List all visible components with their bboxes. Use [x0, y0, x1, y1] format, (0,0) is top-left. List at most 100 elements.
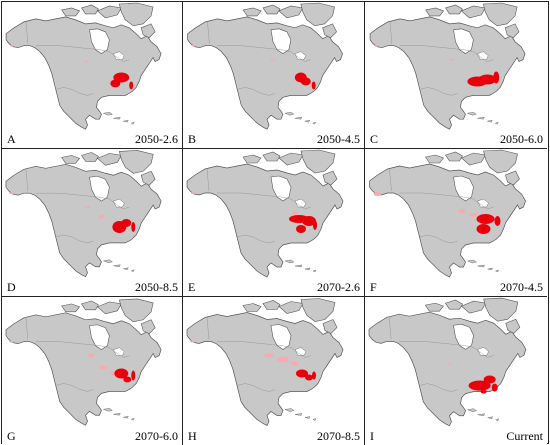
country-border — [237, 87, 276, 96]
arctic-island — [140, 170, 156, 186]
continent-landmass — [5, 312, 162, 426]
panel-letter: A — [7, 132, 16, 146]
caribbean-island — [477, 116, 485, 120]
high-suitability-area — [312, 371, 316, 380]
arctic-island — [118, 298, 154, 323]
north-america-map — [5, 150, 162, 278]
hudson-bay — [453, 28, 474, 55]
caribbean-island — [294, 116, 303, 120]
great-lakes — [477, 51, 489, 60]
country-border — [206, 168, 210, 192]
continent-landmass — [369, 16, 526, 130]
caribbean-island — [123, 119, 129, 123]
continent-landmass — [368, 311, 527, 427]
caribbean-island — [312, 269, 317, 273]
continent-landmass — [369, 163, 526, 278]
country-border — [236, 383, 276, 392]
low-suitability-area — [84, 206, 91, 209]
caribbean-island — [284, 408, 295, 412]
arctic-island — [504, 23, 520, 39]
map-panel-f: F 2070-4.5 — [365, 149, 547, 297]
arctic-island — [482, 2, 518, 27]
country-border — [25, 21, 29, 44]
hudson-bay — [89, 28, 110, 55]
caribbean-island — [130, 417, 135, 421]
low-suitability-area — [292, 211, 298, 215]
low-suitability-area — [264, 353, 274, 358]
high-suitability-area — [491, 383, 498, 392]
arctic-island — [460, 5, 486, 19]
arctic-island — [322, 23, 337, 39]
arctic-island — [278, 5, 304, 19]
high-suitability-area — [483, 375, 496, 384]
arctic-island — [322, 319, 338, 334]
high-suitability-area — [478, 74, 497, 85]
map-panel-e: E 2070-2.6 — [183, 149, 365, 297]
panel-scenario-label: 2050-8.5 — [135, 280, 178, 294]
panel-scenario-label: 2050-2.6 — [135, 132, 178, 146]
high-suitability-area — [110, 79, 121, 88]
panel-letter: H — [188, 429, 197, 443]
hudson-bay — [270, 28, 292, 55]
caribbean-island — [477, 264, 485, 268]
country-border — [399, 341, 494, 358]
caribbean-island — [130, 269, 135, 272]
map-panel-d: D 2050-8.5 — [2, 149, 183, 297]
great-lakes — [113, 198, 125, 208]
arctic-island — [61, 155, 81, 164]
country-border — [35, 341, 130, 358]
caribbean-island — [487, 119, 493, 123]
caribbean-island — [466, 112, 477, 116]
high-suitability-area — [129, 81, 134, 90]
low-suitability-area — [291, 361, 299, 366]
panel-letter: D — [7, 280, 16, 294]
caribbean-island — [304, 416, 311, 419]
arctic-island — [96, 301, 122, 315]
country-border — [55, 87, 94, 96]
arctic-island — [445, 151, 463, 162]
high-suitability-area — [300, 77, 311, 86]
continent-landmass — [186, 312, 344, 426]
continent-landmass — [5, 163, 162, 278]
arctic-island — [262, 151, 281, 162]
low-suitability-area — [447, 362, 452, 365]
country-border — [419, 383, 458, 392]
country-border — [55, 234, 94, 244]
arctic-island — [483, 149, 518, 174]
caribbean-island — [487, 416, 494, 419]
caribbean-island — [466, 259, 477, 264]
low-suitability-area — [191, 192, 195, 194]
caribbean-island — [312, 121, 317, 125]
country-border — [25, 169, 29, 192]
country-border — [399, 192, 494, 210]
country-border — [389, 21, 393, 44]
high-suitability-area — [494, 216, 501, 226]
caribbean-island — [123, 267, 129, 270]
high-suitability-area — [296, 225, 306, 233]
caribbean-island — [294, 264, 303, 268]
caribbean-island — [130, 121, 135, 125]
map-panel-i: I Current — [365, 297, 547, 445]
map-panel-a: A 2050-2.6 — [2, 2, 183, 149]
north-america-map — [369, 2, 526, 130]
panel-scenario-label: 2070-4.5 — [500, 280, 543, 294]
map-panel-h: H 2070-8.5 — [183, 297, 365, 445]
hudson-bay — [270, 175, 292, 202]
high-suitability-area — [121, 219, 132, 227]
arctic-island — [118, 2, 154, 27]
low-suitability-area — [8, 192, 15, 195]
arctic-island — [278, 301, 304, 314]
caribbean-island — [284, 259, 295, 264]
high-suitability-area — [114, 368, 129, 379]
country-border — [55, 383, 94, 392]
arctic-island — [425, 154, 444, 164]
panel-letter: C — [370, 132, 379, 146]
caribbean-island — [113, 413, 121, 416]
high-suitability-area — [313, 220, 317, 230]
map-panel-c: C 2050-6.0 — [365, 2, 547, 149]
arctic-island — [322, 170, 338, 186]
caribbean-island — [284, 112, 295, 116]
arctic-island — [425, 7, 445, 17]
low-suitability-area — [270, 58, 276, 61]
